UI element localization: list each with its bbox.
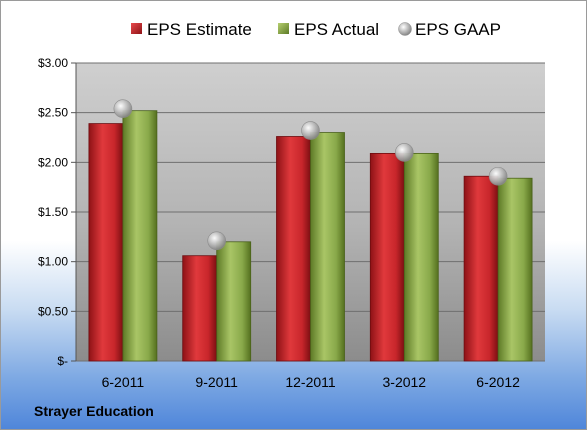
gaap-marker xyxy=(207,231,226,251)
y-tick-label: $3.00 xyxy=(38,56,68,70)
y-tick-label: $2.50 xyxy=(38,106,68,120)
gaap-marker xyxy=(301,121,320,140)
bar-eps-actual xyxy=(216,241,252,362)
bar-eps-actual xyxy=(310,132,345,362)
legend-eps-actual: EPS Actual xyxy=(278,20,379,39)
bar-eps-estimate xyxy=(88,123,124,362)
bar-eps-estimate xyxy=(369,152,405,362)
x-tick-label: 6-2011 xyxy=(102,374,145,390)
bar-eps-actual xyxy=(403,152,439,362)
legend-eps-estimate-label: EPS Estimate xyxy=(147,20,252,39)
bar-eps-actual xyxy=(497,177,533,362)
legend-eps-gaap-label: EPS GAAP xyxy=(415,20,501,39)
x-tick-label: 3-2012 xyxy=(383,374,427,390)
x-tick-label: 6-2012 xyxy=(476,374,520,390)
legend-eps-estimate: EPS Estimate xyxy=(131,20,252,39)
company-name: Strayer Education xyxy=(34,403,154,419)
x-tick-label: 9-2011 xyxy=(195,374,238,390)
y-tick-label: $- xyxy=(57,354,68,368)
legend-eps-gaap-swatch xyxy=(398,22,412,36)
legend-eps-estimate-swatch xyxy=(131,23,142,34)
bar-eps-actual xyxy=(122,110,158,362)
legend-eps-actual-label: EPS Actual xyxy=(294,20,379,39)
y-tick-label: $1.00 xyxy=(38,255,68,269)
legend-eps-gaap: EPS GAAP xyxy=(398,20,501,39)
gaap-marker xyxy=(394,143,414,162)
bar-eps-estimate xyxy=(463,175,499,362)
y-tick-label: $2.00 xyxy=(38,155,68,169)
bar-eps-estimate xyxy=(276,136,311,362)
gaap-marker xyxy=(488,166,508,186)
y-tick-label: $1.50 xyxy=(38,205,68,219)
bar-eps-estimate xyxy=(182,255,218,362)
y-tick-label: $0.50 xyxy=(38,304,68,318)
gaap-marker xyxy=(113,99,133,118)
x-tick-label: 12-2011 xyxy=(285,374,336,390)
legend-eps-actual-swatch xyxy=(278,23,289,34)
